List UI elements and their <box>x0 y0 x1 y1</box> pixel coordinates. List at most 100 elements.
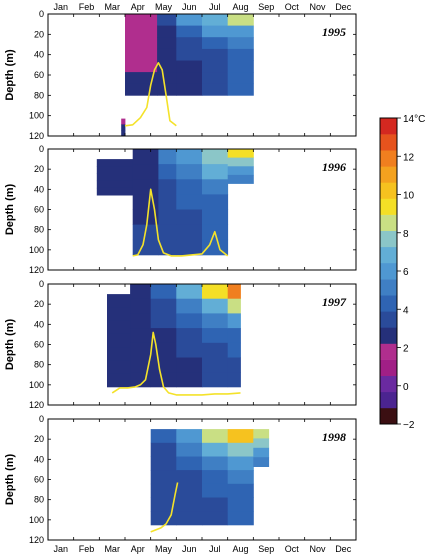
depth-tick-label: 40 <box>34 50 44 60</box>
temperature-cell <box>202 284 229 300</box>
temperature-cell <box>150 298 177 314</box>
month-label: Apr <box>131 544 145 554</box>
month-label: Jul <box>209 544 221 554</box>
colorbar-swatch <box>380 375 397 393</box>
temperature-cell <box>227 442 254 457</box>
temperature-cell <box>176 83 203 96</box>
temperature-cell <box>202 298 229 314</box>
temperature-cell <box>202 60 229 73</box>
depth-tick-label: 20 <box>34 164 44 174</box>
temperature-cell <box>176 284 203 300</box>
temperature-cell <box>202 194 229 210</box>
colorbar-swatch <box>380 343 397 360</box>
temperature-cell <box>202 313 229 329</box>
temperature-cell <box>125 14 158 26</box>
temperature-cell <box>202 83 229 96</box>
temperature-cell <box>107 333 131 348</box>
temperature-cell <box>202 209 229 225</box>
month-label: Sep <box>258 544 274 554</box>
temperature-cell <box>202 442 229 457</box>
temperature-cell <box>176 60 203 73</box>
temperature-cell <box>125 37 158 50</box>
temperature-cell <box>158 149 177 165</box>
temperature-cell <box>130 342 151 358</box>
colorbar-swatch <box>380 150 397 167</box>
temperature-cell <box>227 357 241 373</box>
temperature-cell <box>176 72 203 85</box>
colorbar-swatch <box>380 359 397 376</box>
temperature-cell <box>227 429 254 444</box>
temperature-cell <box>202 149 229 165</box>
temperature-cell <box>157 48 177 61</box>
month-label: Dec <box>335 544 352 554</box>
temperature-cell <box>202 342 229 358</box>
depth-tick-label: 0 <box>39 9 44 19</box>
panel-1995: Jan Feb Mar Apr May Jun Jul Aug Sep Oct Nov Dec 0 20 4… <box>4 2 357 141</box>
temperature-cell <box>176 25 203 38</box>
colorbar-swatch <box>380 311 397 328</box>
yellow-trace <box>150 482 179 533</box>
temperature-cell <box>150 442 177 457</box>
depth-tick-label: 20 <box>34 29 44 39</box>
temperature-cell <box>176 357 203 373</box>
temperature-cell <box>96 166 134 174</box>
temperature-cell <box>176 429 203 444</box>
colorbar-swatch <box>380 391 397 409</box>
temperature-cell <box>176 48 203 61</box>
temperature-cell <box>150 342 177 358</box>
temperature-cell <box>132 209 159 225</box>
month-label: Dec <box>335 2 352 12</box>
year-label: 1995 <box>322 25 346 39</box>
panel-1998: Jan Feb Mar Apr May Jun Jul Aug Sep Oct Nov Dec 0 20 4… <box>4 414 357 554</box>
y-axis-label: Depth (m) <box>4 454 16 506</box>
temperature-cell <box>150 511 177 526</box>
yellow-trace <box>132 188 229 257</box>
temperature-cell <box>227 497 254 512</box>
temperature-cell <box>227 14 254 26</box>
depth-tick-label: 120 <box>29 131 44 141</box>
depth-tick-label: 0 <box>39 414 44 424</box>
temperature-cell <box>130 298 151 314</box>
temperature-cell <box>202 37 229 50</box>
temperature-cell <box>150 470 177 485</box>
temperature-cell <box>227 342 241 358</box>
temperature-cell <box>176 14 203 26</box>
temperature-cell <box>176 313 203 329</box>
temperature-cell <box>227 166 254 176</box>
temperature-cell <box>176 298 203 314</box>
temperature-cell <box>176 511 203 526</box>
depth-tick-label: 120 <box>29 265 44 275</box>
colorbar-swatch <box>380 230 397 248</box>
depth-tick-label: 40 <box>34 319 44 329</box>
month-label: Sep <box>258 2 274 12</box>
month-label: Jan <box>54 544 69 554</box>
colorbar-swatch <box>380 279 397 296</box>
colorbar-swatch <box>380 118 397 135</box>
colorbar-swatch <box>380 262 397 280</box>
temperature-cell <box>150 483 177 498</box>
depth-tick-label: 100 <box>29 380 44 390</box>
depth-tick-label: 40 <box>34 454 44 464</box>
temperature-cell <box>107 360 131 374</box>
temperature-cell <box>132 239 159 256</box>
temperature-cell <box>150 328 177 344</box>
depth-tick-label: 100 <box>29 111 44 121</box>
colorbar-swatch <box>380 182 397 199</box>
depth-tick-label: 80 <box>34 90 44 100</box>
temperature-cell <box>227 25 254 38</box>
depth-tick-label: 0 <box>39 144 44 154</box>
temperature-cell <box>253 457 270 467</box>
temperature-cell <box>202 14 229 26</box>
temperature-cell <box>158 179 177 195</box>
temperature-cell <box>176 497 203 512</box>
temperature-cell <box>157 72 177 85</box>
colorbar: 14°C 12 10 8 6 4 2 0 −2 <box>379 114 425 431</box>
depth-tick-label: 40 <box>34 184 44 194</box>
colorbar-swatch <box>380 198 397 215</box>
temperature-cell <box>202 179 229 195</box>
temperature-cell <box>202 328 229 344</box>
temperature-cell <box>202 497 229 512</box>
temperature-cell <box>202 372 229 388</box>
temperature-cell <box>157 83 177 96</box>
